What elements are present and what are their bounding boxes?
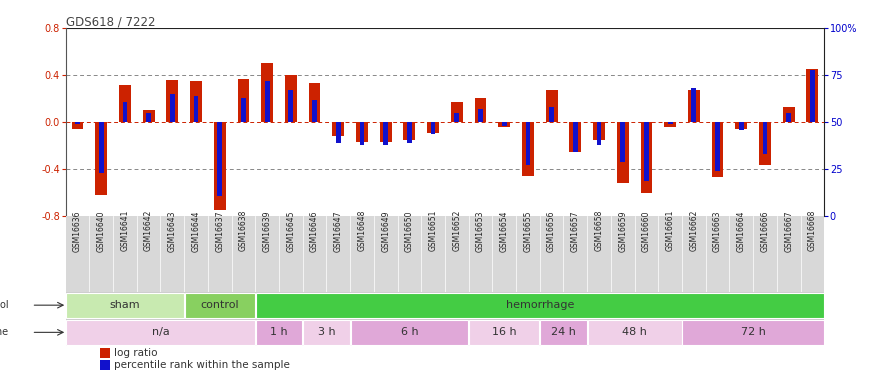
Bar bbox=[715, 122, 720, 171]
Bar bbox=[143, 111, 155, 122]
Bar bbox=[193, 96, 199, 122]
Bar bbox=[166, 80, 178, 122]
Bar bbox=[336, 122, 340, 143]
Bar bbox=[289, 90, 293, 122]
Bar bbox=[498, 122, 510, 127]
Bar bbox=[237, 79, 249, 122]
Bar bbox=[351, 320, 468, 345]
Bar bbox=[810, 69, 815, 122]
Text: 24 h: 24 h bbox=[551, 327, 576, 338]
Text: protocol: protocol bbox=[0, 300, 9, 310]
Bar bbox=[75, 122, 80, 124]
Bar bbox=[214, 122, 226, 210]
Bar bbox=[540, 320, 587, 345]
Text: time: time bbox=[0, 327, 9, 338]
Bar bbox=[265, 81, 270, 122]
Bar bbox=[735, 122, 747, 129]
Bar bbox=[380, 122, 392, 142]
Bar bbox=[403, 122, 416, 140]
Bar bbox=[356, 122, 368, 142]
Bar bbox=[691, 88, 696, 122]
Bar bbox=[682, 320, 823, 345]
Bar bbox=[474, 98, 487, 122]
Bar bbox=[763, 122, 767, 154]
Bar bbox=[546, 90, 557, 122]
Bar bbox=[787, 113, 791, 122]
Bar bbox=[66, 292, 184, 318]
Bar bbox=[617, 122, 628, 183]
Bar bbox=[451, 102, 463, 122]
Text: control: control bbox=[200, 300, 239, 310]
Bar bbox=[469, 320, 539, 345]
Bar bbox=[72, 122, 83, 129]
Bar bbox=[100, 348, 109, 358]
Bar bbox=[597, 122, 601, 145]
Text: sham: sham bbox=[109, 300, 140, 310]
Bar bbox=[100, 360, 109, 370]
Bar bbox=[593, 122, 605, 140]
Bar bbox=[522, 122, 534, 176]
Bar bbox=[620, 122, 625, 162]
Bar bbox=[427, 122, 439, 133]
Text: log ratio: log ratio bbox=[114, 348, 158, 358]
Bar bbox=[526, 122, 530, 165]
Text: 72 h: 72 h bbox=[741, 327, 766, 338]
Bar bbox=[688, 90, 700, 122]
Bar bbox=[383, 122, 388, 145]
Bar bbox=[550, 107, 554, 122]
Bar bbox=[262, 63, 273, 122]
Bar bbox=[478, 109, 483, 122]
Bar bbox=[711, 122, 724, 177]
Bar bbox=[66, 320, 255, 345]
Bar bbox=[99, 122, 103, 173]
Bar bbox=[255, 320, 302, 345]
Text: 3 h: 3 h bbox=[318, 327, 335, 338]
Text: percentile rank within the sample: percentile rank within the sample bbox=[114, 360, 290, 370]
Bar bbox=[759, 122, 771, 165]
Bar bbox=[303, 320, 350, 345]
Bar bbox=[170, 94, 175, 122]
Bar bbox=[185, 292, 255, 318]
Bar bbox=[309, 83, 320, 122]
Bar bbox=[255, 292, 823, 318]
Text: 16 h: 16 h bbox=[492, 327, 516, 338]
Bar bbox=[640, 122, 653, 193]
Bar bbox=[241, 98, 246, 122]
Bar bbox=[190, 81, 202, 122]
Bar bbox=[430, 122, 436, 134]
Bar bbox=[360, 122, 364, 145]
Bar bbox=[570, 122, 581, 152]
Bar bbox=[502, 122, 507, 126]
Bar bbox=[217, 122, 222, 196]
Bar bbox=[668, 122, 673, 124]
Bar bbox=[588, 320, 682, 345]
Bar bbox=[119, 85, 131, 122]
Bar bbox=[738, 122, 744, 130]
Text: 6 h: 6 h bbox=[401, 327, 418, 338]
Bar bbox=[407, 122, 412, 143]
Bar bbox=[312, 100, 317, 122]
Text: GDS618 / 7222: GDS618 / 7222 bbox=[66, 15, 155, 28]
Text: n/a: n/a bbox=[151, 327, 170, 338]
Bar bbox=[664, 122, 676, 127]
Bar bbox=[644, 122, 649, 180]
Bar bbox=[95, 122, 107, 195]
Bar bbox=[807, 69, 818, 122]
Text: 1 h: 1 h bbox=[270, 327, 288, 338]
Bar bbox=[123, 102, 127, 122]
Bar bbox=[454, 113, 459, 122]
Bar bbox=[285, 75, 297, 122]
Bar bbox=[573, 122, 578, 152]
Bar bbox=[332, 122, 344, 136]
Bar bbox=[146, 113, 151, 122]
Text: 48 h: 48 h bbox=[622, 327, 647, 338]
Bar bbox=[783, 107, 794, 122]
Text: hemorrhage: hemorrhage bbox=[506, 300, 574, 310]
